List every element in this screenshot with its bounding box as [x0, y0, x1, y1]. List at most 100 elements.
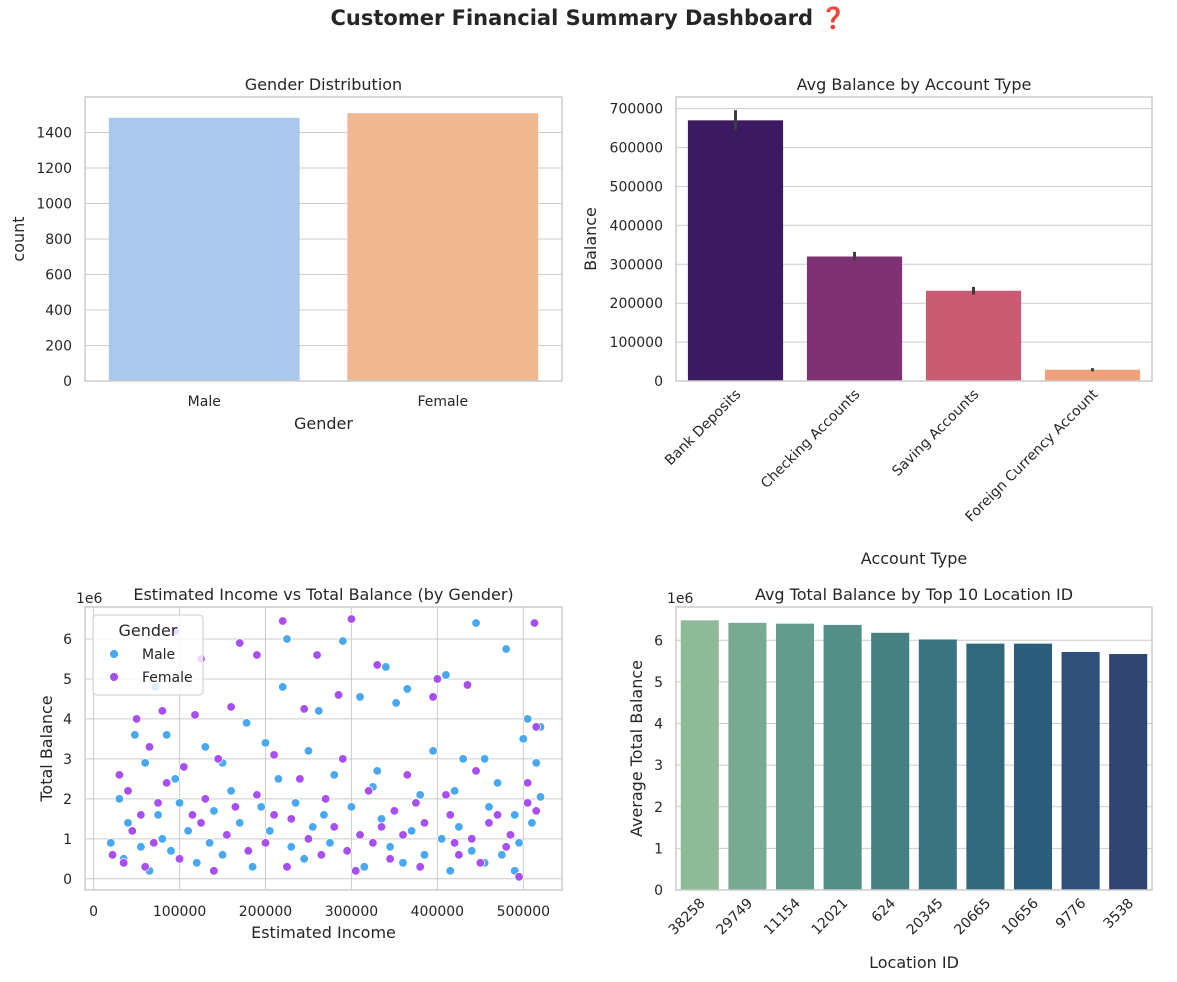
bar[interactable]	[823, 624, 862, 890]
bar[interactable]	[687, 120, 784, 381]
scatter-point	[475, 858, 486, 868]
scatter-point	[441, 790, 451, 800]
bar[interactable]	[1013, 643, 1053, 890]
scatter-point	[209, 866, 219, 876]
y-tick-label: 6	[63, 632, 72, 648]
bar[interactable]	[680, 620, 719, 890]
bar[interactable]	[728, 622, 767, 890]
chart-title: Avg Balance by Account Type	[797, 75, 1032, 94]
bar[interactable]	[1109, 654, 1148, 890]
scatter-point	[114, 794, 125, 804]
chart-title: Gender Distribution	[245, 75, 402, 94]
scatter-point	[329, 822, 339, 832]
scatter-point	[136, 810, 146, 820]
scatter-point	[492, 778, 503, 788]
scatter-point	[277, 682, 288, 692]
scatter-point	[479, 754, 490, 764]
scatter-point	[174, 798, 185, 808]
scatter-point	[531, 758, 541, 768]
scatter-point	[282, 634, 292, 644]
scatter-point	[106, 838, 116, 848]
plot-frame	[675, 606, 1153, 891]
y-tick-label: 600000	[610, 141, 663, 157]
scatter-point	[346, 802, 357, 812]
scatter-point	[200, 794, 211, 804]
scatter-point	[385, 842, 395, 852]
dashboard-title: Customer Financial Summary Dashboard ❓	[330, 6, 847, 30]
legend-entry: Male	[142, 647, 175, 663]
bar[interactable]	[108, 117, 300, 381]
scatter-point	[467, 834, 477, 844]
scatter-point	[118, 858, 129, 868]
x-tick-label: Female	[417, 394, 468, 410]
scatter-point	[389, 806, 400, 816]
y-tick-label: 3	[63, 752, 72, 768]
scatter-point	[308, 822, 318, 832]
scatter-point	[338, 754, 348, 764]
scatter-point	[402, 684, 412, 694]
x-tick-label: 624	[869, 895, 899, 925]
scatter-point	[140, 758, 150, 768]
bar[interactable]	[966, 643, 1005, 890]
x-tick-label: 400000	[411, 904, 464, 920]
scatter-point	[505, 830, 516, 840]
y-tick-label: 5	[654, 675, 663, 691]
x-tick-label: Foreign Currency Account	[962, 386, 1101, 525]
legend-title: Gender	[119, 621, 178, 640]
scatter-point	[303, 834, 314, 844]
scatter-point	[329, 770, 339, 780]
bar[interactable]	[918, 639, 957, 890]
scatter-point	[385, 854, 395, 864]
scatter-point	[247, 862, 258, 872]
scatter-point	[170, 774, 180, 784]
chart-title: Estimated Income vs Total Balance (by Ge…	[133, 585, 513, 604]
bar[interactable]	[1061, 651, 1100, 890]
x-tick-label: 100000	[153, 904, 206, 920]
scatter-point	[252, 790, 262, 800]
y-tick-label: 1200	[36, 161, 72, 177]
x-tick-label: 38258	[666, 896, 709, 939]
scatter-point	[415, 790, 425, 800]
y-tick-label: 400	[45, 303, 72, 319]
scatter-point	[376, 814, 387, 824]
scatter-point	[235, 638, 245, 648]
scatter-point	[522, 798, 533, 808]
bar[interactable]	[871, 632, 910, 890]
scatter-point	[192, 858, 202, 868]
x-tick-label: 29749	[713, 896, 756, 939]
scatter-point	[312, 650, 322, 660]
scatter-point	[514, 838, 524, 848]
bar[interactable]	[347, 113, 539, 381]
scatter-point	[153, 798, 163, 808]
x-tick-label: 20665	[951, 896, 994, 939]
scatter-point	[454, 850, 464, 860]
scatter-point	[190, 710, 200, 720]
scatter-point	[531, 806, 541, 816]
x-tick-label: 3538	[1101, 896, 1138, 933]
series-female	[107, 614, 541, 882]
scatter-point	[183, 826, 193, 836]
bar[interactable]	[806, 256, 903, 381]
bar[interactable]	[1044, 369, 1141, 381]
scatter-point	[535, 792, 546, 802]
scatter-point	[174, 854, 185, 864]
y-tick-label: 700000	[610, 102, 663, 118]
scatter-point	[381, 662, 391, 672]
y-tick-label: 2	[654, 800, 663, 816]
y-tick-label: 200	[45, 339, 72, 355]
scatter-point	[130, 730, 140, 740]
x-tick-label: 300000	[325, 904, 378, 920]
y-tick-label: 0	[63, 374, 72, 390]
scatter-point	[235, 818, 245, 828]
y-tick-label: 1400	[36, 126, 72, 142]
scatter-point	[518, 734, 529, 744]
x-axis-label: Estimated Income	[251, 923, 396, 942]
scatter-point	[260, 738, 271, 748]
scatter-point	[492, 810, 503, 820]
x-tick-label: Checking Accounts	[758, 387, 863, 492]
scatter-point	[243, 846, 253, 856]
bar[interactable]	[925, 290, 1022, 381]
bar[interactable]	[775, 623, 815, 890]
x-axis-label: Location ID	[869, 953, 959, 972]
